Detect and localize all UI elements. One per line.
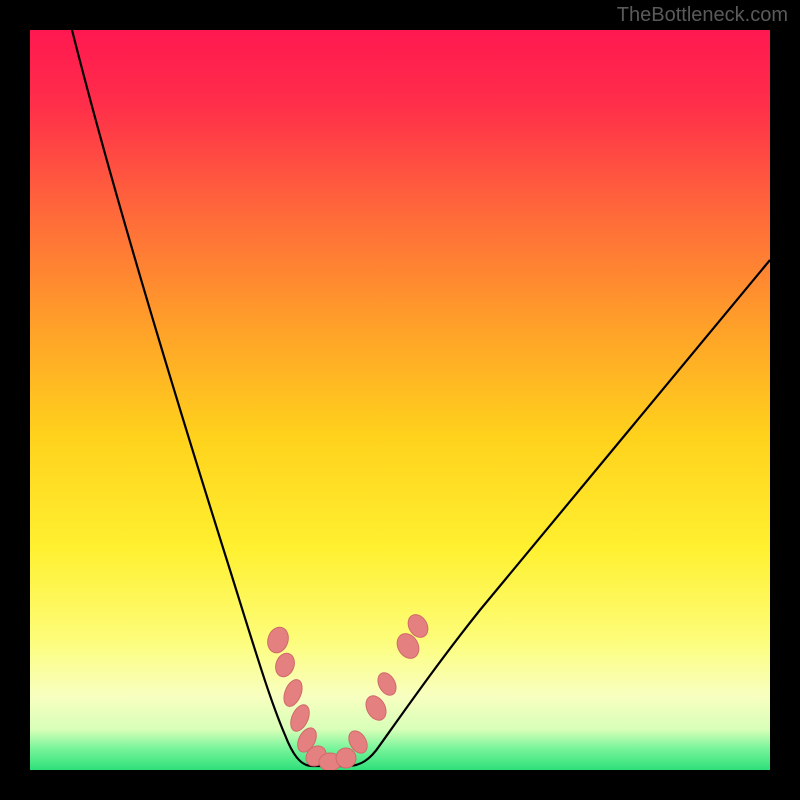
plot-area xyxy=(30,30,770,770)
gradient-background xyxy=(30,30,770,770)
chart-svg xyxy=(30,30,770,770)
watermark-text: TheBottleneck.com xyxy=(617,4,788,27)
